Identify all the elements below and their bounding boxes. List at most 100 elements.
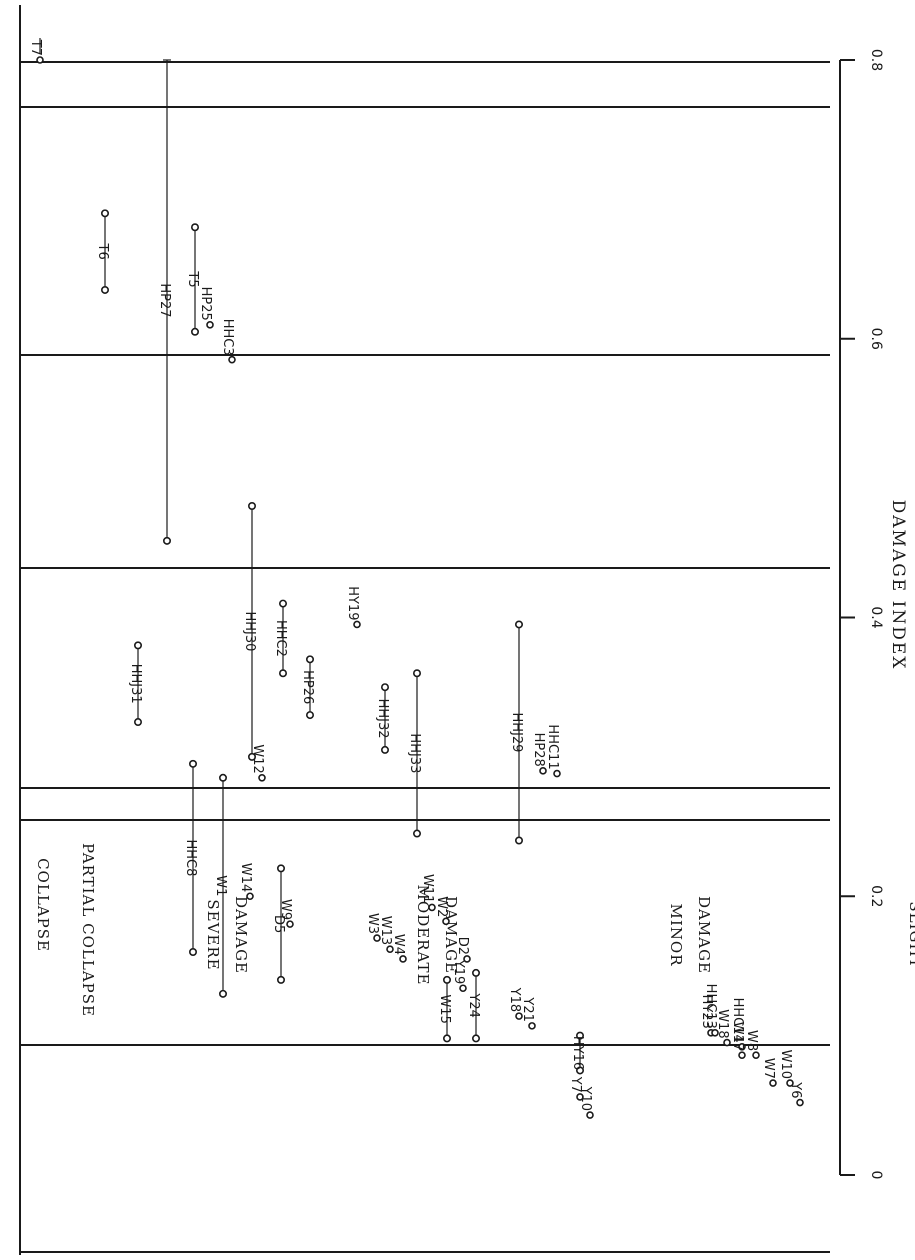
category-labels: COLLAPSE PARTIAL COLLAPSE SEVERE DAMAGE MODE…: [34, 843, 915, 1017]
point-y6: [797, 1100, 803, 1106]
range-end-hp26: [307, 712, 313, 718]
point-y10: [587, 1112, 593, 1118]
range-label-t5: T5: [185, 270, 200, 287]
point-label-w12: W12: [250, 744, 265, 773]
range-end-w15: [444, 977, 450, 983]
point-label-w9: W9: [278, 899, 293, 920]
point-w2: [443, 918, 449, 924]
range-label-hhj32: HHJ32: [375, 699, 390, 739]
category-label-severe: DAMAGE: [232, 896, 250, 974]
category-label-collapse: COLLAPSE: [34, 858, 52, 952]
range-end-d5: [278, 977, 284, 983]
point-label-y18: Y18: [507, 987, 522, 1012]
range-end-w15: [444, 1035, 450, 1041]
point-label-d2: D2: [455, 937, 470, 955]
point-w9: [287, 921, 293, 927]
range-end-hhc2: [280, 600, 286, 606]
range-end-w1: [220, 775, 226, 781]
range-label-hhc2: HHC2: [273, 620, 288, 657]
x-tick-label: 0.6: [868, 328, 884, 350]
point-label-hhc3: HHC3: [220, 319, 235, 356]
range-label-hhj30: HHJ30: [242, 611, 257, 651]
x-tick-label: 0.2: [868, 885, 884, 907]
range-end-t6: [102, 210, 108, 216]
point-label-w4: W4: [391, 934, 406, 955]
range-end-y24: [473, 970, 479, 976]
point-label-w8: W8: [744, 1030, 759, 1051]
point-label-y6: Y6: [788, 1081, 803, 1098]
x-tick-label: 0: [868, 1171, 884, 1180]
point-y19: [460, 985, 466, 991]
range-label-t6: T6: [95, 243, 110, 260]
point-w7: [770, 1080, 776, 1086]
range-end-hhj33: [414, 670, 420, 676]
range-end-hhj30: [249, 503, 255, 509]
point-w18: [724, 1040, 730, 1046]
point-t7: [37, 57, 43, 63]
range-label-hp26: HP26: [300, 670, 315, 704]
range-end-hp27: [164, 538, 170, 544]
range-end-t5: [192, 224, 198, 230]
point-label-w11: W11: [420, 874, 435, 903]
point-w17: [739, 1052, 745, 1058]
point-label-y19: Y19: [451, 959, 466, 984]
point-label-w18: W18: [715, 1009, 730, 1038]
range-end-t6: [102, 287, 108, 293]
range-label-w1: W1: [213, 875, 228, 896]
range-end-hhc8: [190, 949, 196, 955]
point-label-w14: W14: [238, 863, 253, 892]
x-axis-ticks: 0 0.2 0.4 0.6 0.8: [840, 49, 884, 1180]
x-tick-label: 0.4: [868, 606, 884, 628]
range-end-d5: [278, 865, 284, 871]
point-label-y21: Y21: [520, 996, 535, 1021]
range-end-hhj32: [382, 747, 388, 753]
range-label-hhj31: HHJ31: [128, 664, 143, 704]
point-hy19: [354, 621, 360, 627]
range-end-hhc8: [190, 761, 196, 767]
range-marks: T6 HP27 T5 HHJ31 HHJ30 HHC2 HP26 HHC8 W1 D5 HHJ32 H…: [95, 60, 585, 1074]
range-label-hhc8: HHC8: [183, 839, 198, 876]
point-hhc11: [554, 771, 560, 777]
point-label-w7: W7: [761, 1058, 776, 1079]
range-end-hhj29: [516, 621, 522, 627]
point-w8: [753, 1052, 759, 1058]
range-label-hy16: HY16: [570, 1036, 585, 1070]
range-end-hp26: [307, 656, 313, 662]
x-tick-label: 0.8: [868, 49, 884, 71]
range-end-y24: [473, 1035, 479, 1041]
point-label-w13: W13: [378, 916, 393, 945]
point-hp25: [207, 322, 213, 328]
category-label-minor: MINOR: [667, 903, 685, 966]
category-label-minor: DAMAGE: [695, 896, 713, 974]
range-label-w15: W15: [437, 994, 452, 1023]
range-end-t5: [192, 329, 198, 335]
point-label-w3: W3: [365, 913, 380, 934]
range-end-hhc2: [280, 670, 286, 676]
range-label-hhj33: HHJ33: [407, 733, 422, 773]
point-w12: [259, 775, 265, 781]
category-label-severe: SEVERE: [204, 899, 222, 970]
point-label-w2: W2: [434, 896, 449, 917]
point-label-hy19: HY19: [345, 586, 360, 620]
point-label-hhc11: HHC11: [545, 724, 560, 769]
range-label-hp27: HP27: [157, 283, 172, 317]
point-hhc3: [229, 357, 235, 363]
range-end-hhj32: [382, 684, 388, 690]
point-label-t7: T7: [28, 39, 43, 56]
point-w14: [247, 893, 253, 899]
range-end-hhj33: [414, 830, 420, 836]
x-axis-title: DAMAGE INDEX: [888, 500, 908, 671]
range-end-hhj31: [135, 642, 141, 648]
range-end-hhj29: [516, 837, 522, 843]
range-label-y24: Y24: [466, 992, 481, 1017]
point-y21: [529, 1023, 535, 1029]
range-end-hhj31: [135, 719, 141, 725]
category-label-slight: SLIGHT: [906, 901, 915, 968]
range-label-hhj29: HHJ29: [509, 713, 524, 753]
point-label-w17: W17: [730, 1022, 745, 1051]
point-label-w10: W10: [778, 1050, 793, 1079]
point-label-hp28: HP28: [531, 733, 546, 767]
point-w4: [400, 956, 406, 962]
range-end-w1: [220, 991, 226, 997]
